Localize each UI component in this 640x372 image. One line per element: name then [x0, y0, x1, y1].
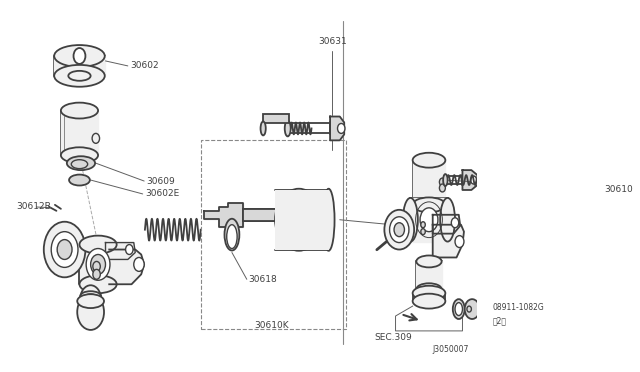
Text: 30610: 30610	[605, 186, 633, 195]
Ellipse shape	[71, 160, 88, 169]
Bar	[263, 113, 289, 124]
Ellipse shape	[417, 256, 442, 267]
Circle shape	[465, 299, 479, 319]
Polygon shape	[61, 110, 98, 155]
Ellipse shape	[417, 283, 442, 295]
Circle shape	[385, 210, 414, 250]
Ellipse shape	[225, 219, 239, 250]
Bar	[275, 190, 328, 250]
Polygon shape	[204, 203, 243, 227]
Ellipse shape	[413, 198, 445, 212]
Ellipse shape	[80, 291, 101, 301]
Ellipse shape	[413, 153, 445, 168]
Text: N: N	[469, 305, 476, 314]
Circle shape	[57, 240, 72, 259]
Ellipse shape	[54, 45, 105, 67]
Polygon shape	[417, 262, 442, 289]
Circle shape	[467, 306, 472, 312]
Polygon shape	[413, 160, 445, 205]
Text: 30617: 30617	[394, 220, 422, 229]
Text: 30618: 30618	[248, 275, 277, 284]
Circle shape	[421, 222, 425, 228]
Ellipse shape	[275, 189, 323, 251]
Circle shape	[337, 124, 345, 134]
Ellipse shape	[455, 303, 463, 315]
Circle shape	[92, 134, 100, 143]
Circle shape	[80, 285, 101, 313]
Text: 30602E: 30602E	[145, 189, 179, 198]
Ellipse shape	[443, 174, 447, 186]
Ellipse shape	[413, 294, 445, 309]
Ellipse shape	[280, 198, 318, 242]
Circle shape	[470, 176, 477, 184]
Ellipse shape	[69, 174, 90, 186]
Text: 30610K: 30610K	[254, 321, 289, 330]
Ellipse shape	[79, 235, 116, 253]
Circle shape	[91, 254, 106, 274]
Circle shape	[394, 223, 404, 237]
Circle shape	[390, 217, 409, 243]
Circle shape	[51, 232, 78, 267]
Circle shape	[125, 244, 133, 254]
Text: 08911-1082G: 08911-1082G	[492, 302, 544, 312]
Polygon shape	[463, 170, 477, 190]
Polygon shape	[79, 244, 122, 284]
Ellipse shape	[323, 189, 335, 251]
Text: SEC.309: SEC.309	[374, 333, 412, 342]
Circle shape	[77, 294, 104, 330]
Ellipse shape	[227, 225, 237, 248]
Ellipse shape	[403, 198, 418, 241]
Circle shape	[93, 269, 100, 279]
Polygon shape	[410, 198, 447, 241]
Text: （2）: （2）	[492, 317, 506, 326]
Circle shape	[451, 218, 459, 228]
Ellipse shape	[68, 71, 91, 81]
Circle shape	[440, 184, 445, 192]
Ellipse shape	[440, 198, 455, 241]
Text: 30631: 30631	[318, 37, 347, 46]
Ellipse shape	[54, 65, 105, 87]
Bar	[201, 140, 346, 329]
Ellipse shape	[79, 275, 116, 293]
Ellipse shape	[260, 122, 266, 135]
Circle shape	[440, 178, 445, 186]
Text: 30602: 30602	[130, 61, 159, 70]
Text: J3050007: J3050007	[433, 345, 469, 354]
Ellipse shape	[413, 286, 445, 301]
Circle shape	[420, 208, 438, 232]
Ellipse shape	[61, 147, 98, 163]
Ellipse shape	[67, 156, 95, 170]
Circle shape	[421, 229, 425, 235]
Polygon shape	[433, 225, 464, 257]
Polygon shape	[330, 116, 344, 140]
Circle shape	[44, 222, 85, 277]
Circle shape	[134, 257, 144, 271]
Circle shape	[455, 235, 464, 247]
Circle shape	[93, 262, 100, 271]
Bar	[243, 209, 284, 221]
Ellipse shape	[77, 294, 104, 308]
Polygon shape	[109, 250, 144, 284]
Polygon shape	[106, 243, 135, 259]
Circle shape	[86, 248, 110, 280]
Ellipse shape	[285, 121, 291, 137]
Polygon shape	[54, 56, 105, 76]
Text: 30612B: 30612B	[16, 202, 51, 211]
Polygon shape	[433, 215, 460, 234]
Ellipse shape	[452, 299, 465, 319]
Text: 30609: 30609	[147, 177, 175, 186]
Ellipse shape	[61, 103, 98, 119]
Circle shape	[74, 48, 85, 64]
